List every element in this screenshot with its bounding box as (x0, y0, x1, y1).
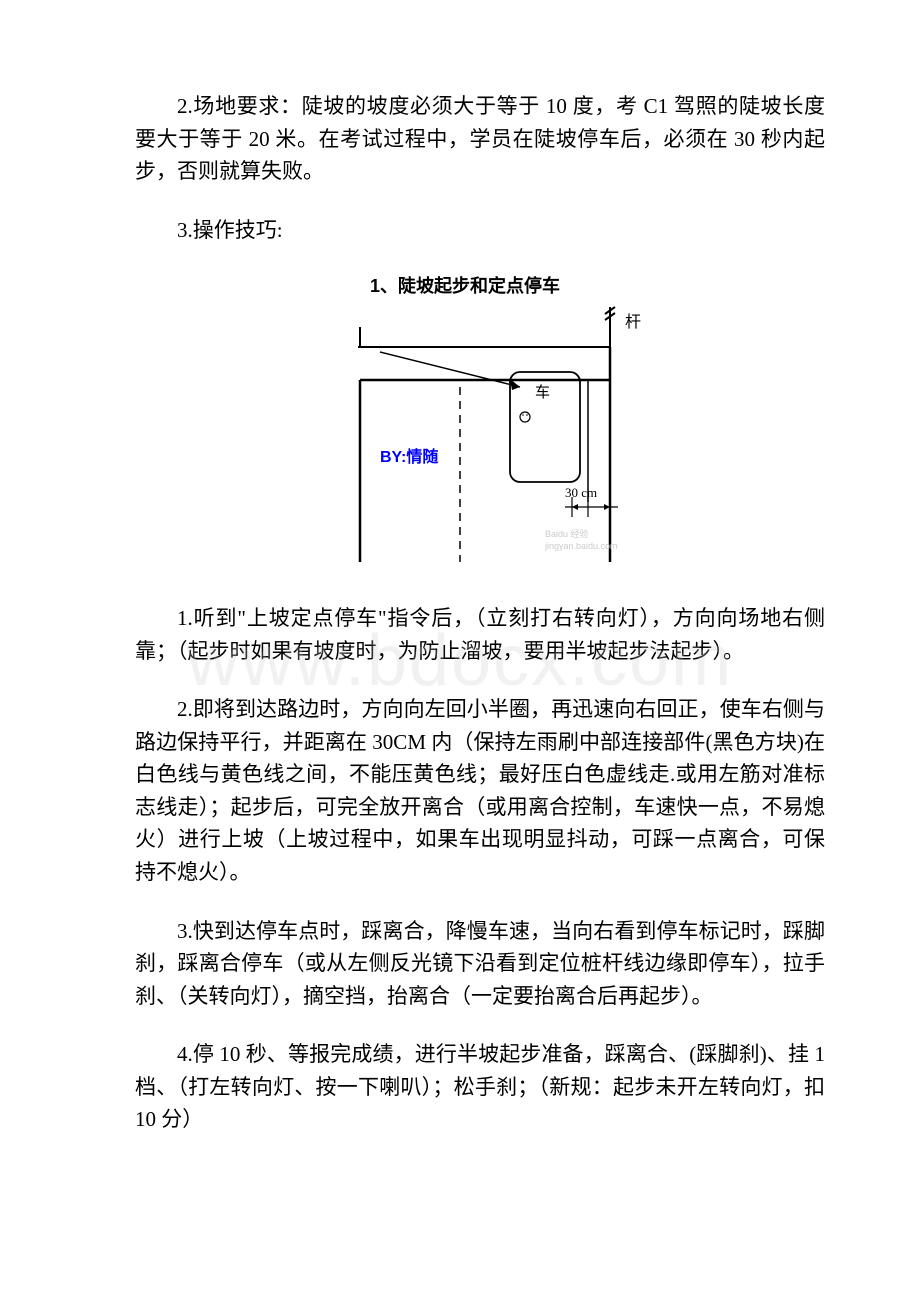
paragraph-requirement: 2.场地要求：陡坡的坡度必须大于等于 10 度，考 C1 驾照的陡坡长度要大于等… (135, 90, 825, 188)
paragraph-step2: 2.即将到达路边时，方向向左回小半圈，再迅速向右回正，使车右侧与路边保持平行，并… (135, 693, 825, 888)
paragraph-technique-heading: 3.操作技巧: (135, 214, 825, 247)
diagram-container: 1、陡坡起步和定点停车 杆 车 BY:情随 (135, 272, 825, 572)
paragraph-step1: 1.听到"上坡定点停车"指令后，（立刻打右转向灯），方向向场地右侧靠；（起步时如… (135, 602, 825, 667)
slope-parking-diagram: 1、陡坡起步和定点停车 杆 车 BY:情随 (310, 272, 650, 572)
diagram-title: 1、陡坡起步和定点停车 (370, 275, 560, 296)
pole-label: 杆 (625, 313, 641, 331)
baidu-sub: jingyan.baidu.com (544, 541, 618, 551)
baidu-watermark: Baidu 经验 (545, 528, 589, 539)
distance-label: 30 cm (565, 485, 597, 500)
car-label: 车 (535, 384, 550, 401)
paragraph-step4: 4.停 10 秒、等报完成绩，进行半坡起步准备，踩离合、(踩脚刹)、挂 1 档、… (135, 1038, 825, 1136)
paragraph-step3: 3.快到达停车点时，踩离合，降慢车速，当向右看到停车标记时，踩脚刹，踩离合停车（… (135, 915, 825, 1013)
by-label: BY:情随 (380, 447, 438, 466)
